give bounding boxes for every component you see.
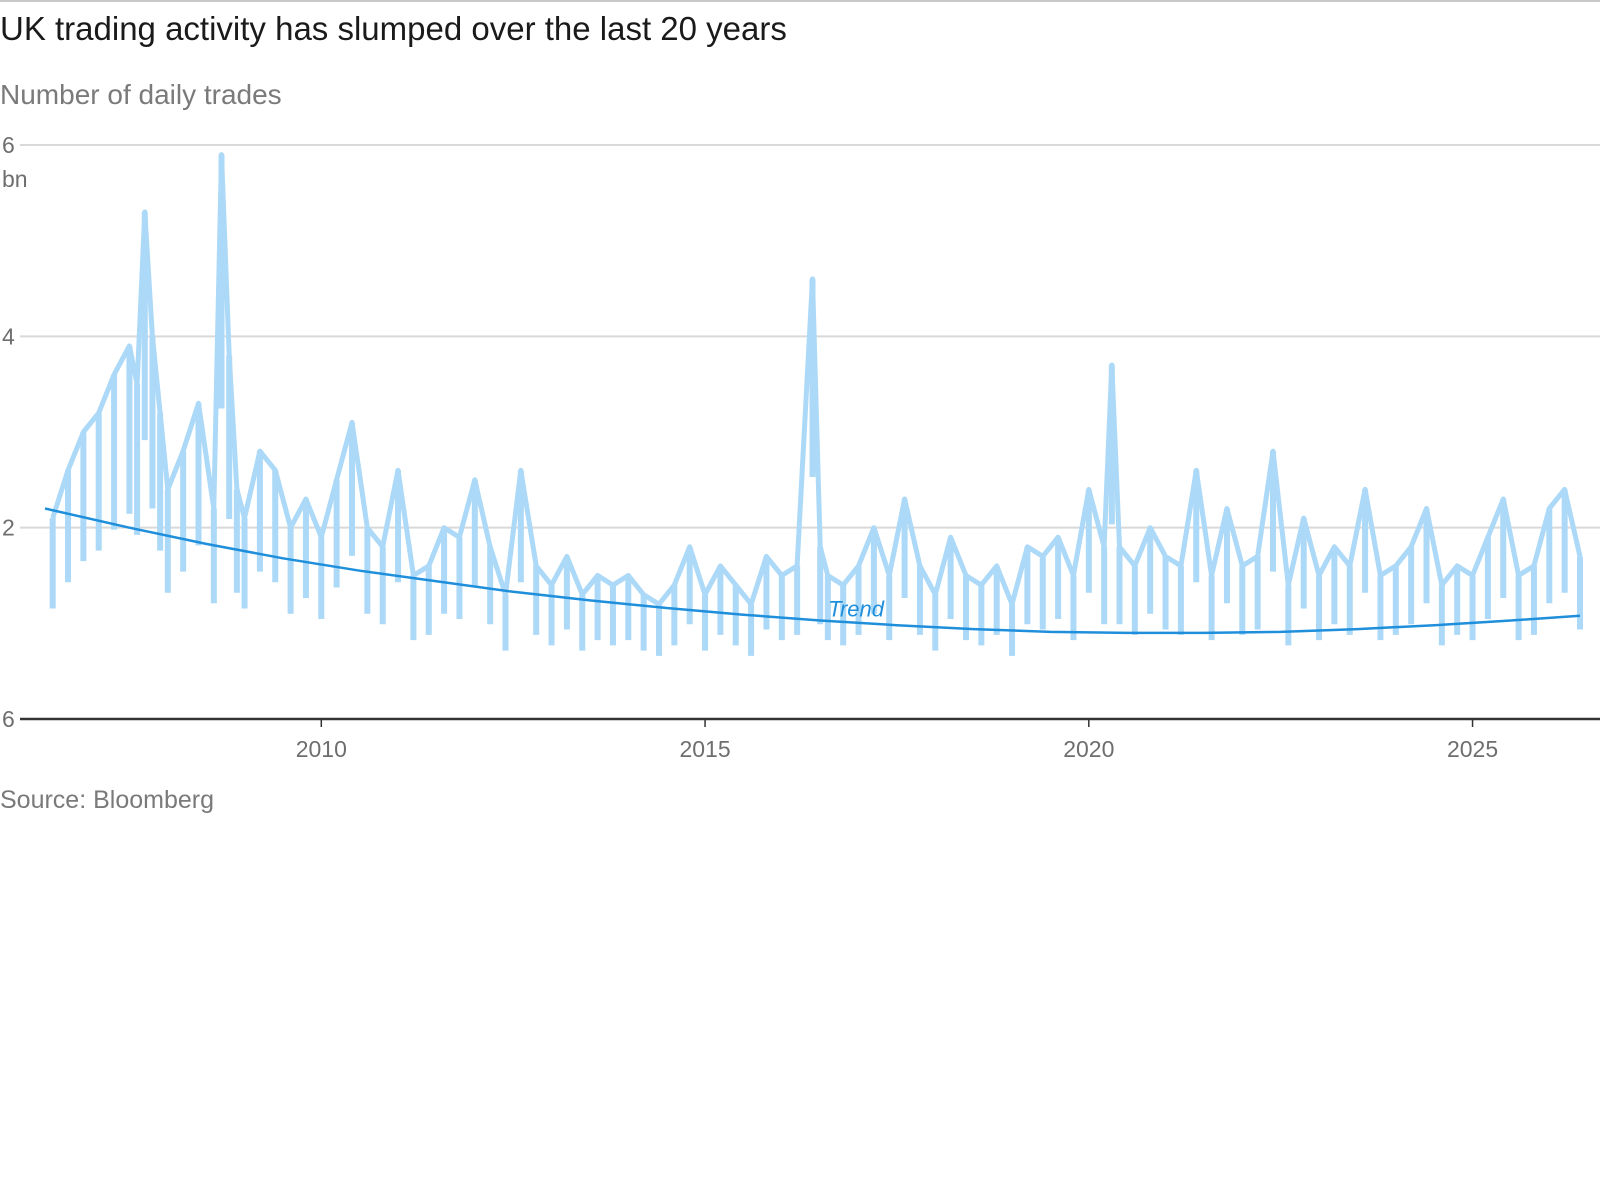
x-tick-label: 2015 — [679, 736, 730, 762]
x-tick-label: 2010 — [296, 736, 347, 762]
source-note: Source: Bloomberg — [0, 786, 215, 814]
trend-line — [44, 507, 1581, 635]
y-tick-label: 6 — [2, 706, 15, 732]
trend-label: Trend — [828, 596, 885, 621]
x-tick-label: 2020 — [1063, 736, 1114, 762]
y-tick-label: 6 — [2, 132, 15, 158]
chart-title: UK trading activity has slumped over the… — [0, 10, 787, 47]
y-unit-label: bn — [2, 166, 28, 192]
x-tick-label: 2025 — [1447, 736, 1498, 762]
y-tick-label: 4 — [2, 323, 15, 349]
daily-trades-line — [50, 152, 1583, 607]
chart-subtitle: Number of daily trades — [0, 79, 282, 110]
axis-layer: 6 2 4 6 bn 2010 2015 2020 2025 — [2, 132, 1600, 762]
y-tick-label: 2 — [2, 515, 15, 541]
top-rule — [0, 0, 1600, 2]
daily-trades-series — [49, 152, 1583, 656]
trend-series: Trend — [44, 507, 1581, 635]
